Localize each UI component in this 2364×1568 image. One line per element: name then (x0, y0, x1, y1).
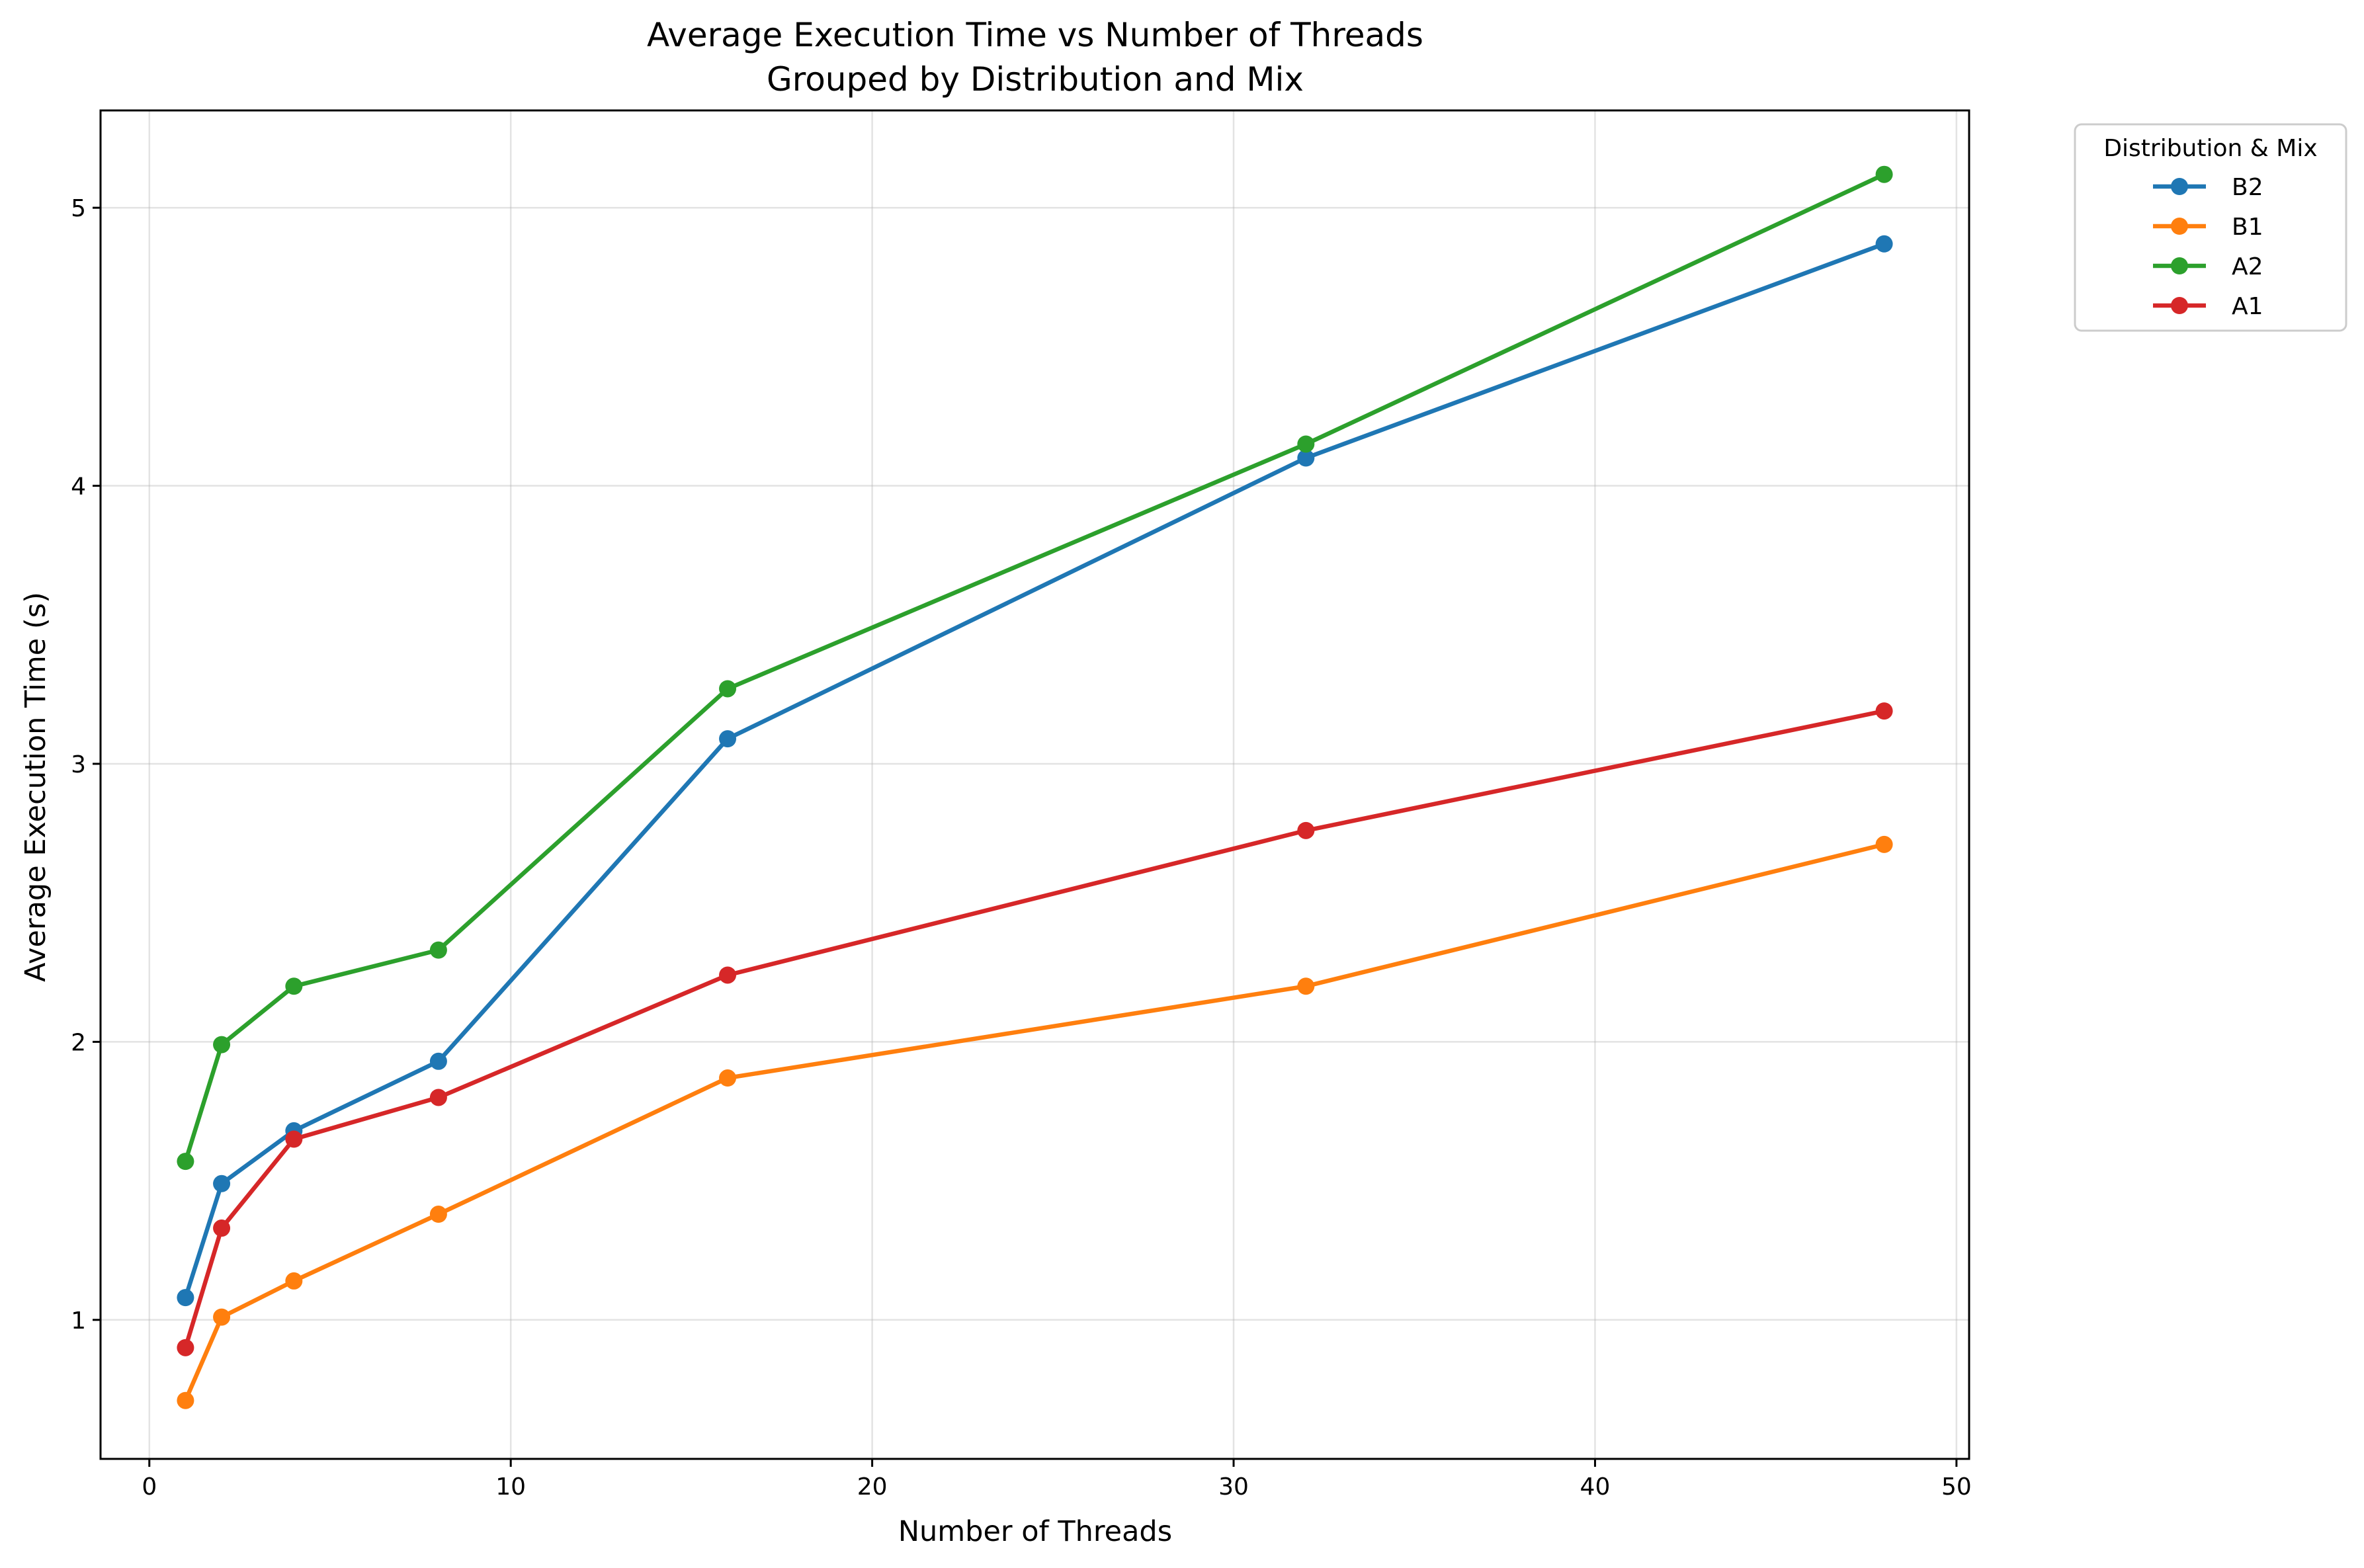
legend-label: A2 (2232, 253, 2263, 280)
series-line-b2 (183, 241, 1886, 1300)
chart-title-line-2: Grouped by Distribution and Mix (767, 60, 1304, 99)
data-point-b2 (213, 1175, 231, 1192)
data-point-b2 (177, 1289, 194, 1307)
data-point-b2 (1875, 235, 1893, 253)
data-point-a2 (429, 941, 447, 959)
legend-label: B2 (2232, 174, 2263, 201)
legend-item-b2: B2 (2153, 174, 2263, 201)
legend-swatch-marker (2171, 178, 2188, 195)
series-group (177, 165, 1893, 1409)
data-point-a1 (429, 1089, 447, 1106)
data-point-a1 (213, 1219, 231, 1237)
data-point-a1 (1297, 821, 1315, 839)
data-point-b1 (1875, 835, 1893, 853)
data-point-a2 (213, 1036, 231, 1053)
x-tick-label: 0 (142, 1473, 157, 1501)
series-line-b1 (183, 842, 1886, 1403)
y-tick-label: 1 (71, 1307, 86, 1335)
x-tick-label: 50 (1941, 1473, 1972, 1501)
y-tick-label: 5 (71, 195, 86, 222)
data-point-a1 (285, 1130, 303, 1148)
legend-item-a1: A1 (2153, 293, 2263, 320)
data-point-b1 (719, 1069, 737, 1087)
legend-title: Distribution & Mix (2103, 135, 2317, 162)
data-point-b2 (719, 730, 737, 748)
series-b1 (177, 835, 1893, 1409)
grid (101, 110, 1969, 1459)
legend-box (2074, 123, 2347, 332)
x-tick-label: 20 (857, 1473, 888, 1501)
data-point-a1 (177, 1339, 194, 1356)
x-axis: 0 10 20 30 40 50 (142, 1459, 1972, 1501)
series-a1 (177, 702, 1893, 1356)
data-point-b1 (1297, 977, 1315, 995)
data-point-a2 (719, 680, 737, 698)
data-point-a2 (285, 977, 303, 995)
legend: Distribution & Mix B2 B1 A2 A1 (2074, 123, 2347, 332)
x-tick-label: 30 (1218, 1473, 1249, 1501)
data-point-b1 (213, 1308, 231, 1326)
plot-area-frame (99, 109, 1970, 1460)
y-tick-label: 3 (71, 751, 86, 778)
series-line-a2 (183, 172, 1886, 1164)
data-point-a2 (1875, 165, 1893, 183)
legend-swatch-marker (2171, 218, 2188, 235)
legend-item-a2: A2 (2153, 253, 2263, 280)
series-b2 (177, 235, 1893, 1307)
legend-item-b1: B1 (2153, 214, 2263, 241)
y-axis: 1 2 3 4 5 (71, 195, 101, 1335)
x-tick-label: 40 (1580, 1473, 1611, 1501)
data-point-a1 (719, 966, 737, 984)
x-tick-label: 10 (495, 1473, 526, 1501)
y-tick-label: 4 (71, 474, 86, 501)
data-point-a2 (177, 1153, 194, 1171)
legend-label: A1 (2232, 293, 2263, 320)
data-point-b2 (429, 1052, 447, 1070)
legend-swatch-marker (2171, 297, 2188, 314)
legend-swatch-marker (2171, 257, 2188, 274)
data-point-a2 (1297, 435, 1315, 453)
data-point-b1 (285, 1272, 303, 1290)
y-axis-label: Average Execution Time (s) (19, 592, 52, 982)
data-point-b1 (429, 1206, 447, 1223)
data-point-b2 (1297, 449, 1315, 467)
series-a2 (177, 165, 1893, 1171)
chart-title-line-1: Average Execution Time vs Number of Thre… (647, 16, 1423, 54)
x-axis-label: Number of Threads (898, 1515, 1172, 1548)
data-point-a1 (1875, 702, 1893, 720)
data-point-b1 (177, 1391, 194, 1409)
legend-label: B1 (2232, 214, 2263, 241)
y-tick-label: 2 (71, 1029, 86, 1056)
